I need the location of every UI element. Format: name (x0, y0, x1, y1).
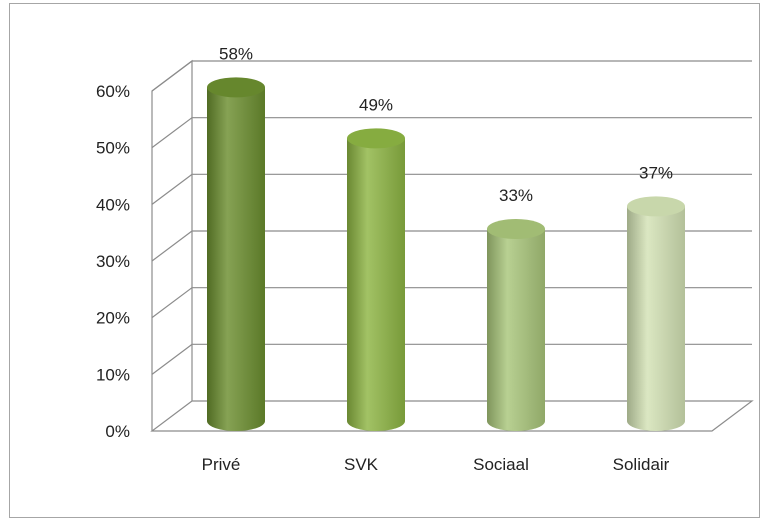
bar-body (347, 138, 405, 432)
y-tick-label: 0% (105, 422, 130, 441)
bar-body (627, 206, 685, 431)
floor (150, 400, 754, 432)
category-label: SVK (344, 455, 379, 474)
bar-top (627, 196, 685, 217)
gridline (151, 343, 752, 375)
bar-top (487, 219, 545, 239)
bar-body (487, 229, 545, 431)
data-label: 49% (359, 95, 393, 114)
gridline (151, 173, 752, 205)
bar-top (207, 77, 265, 98)
category-label: Sociaal (473, 455, 529, 474)
gridline (151, 117, 752, 149)
y-tick-label: 10% (96, 365, 130, 384)
y-tick-label: 50% (96, 139, 130, 158)
category-label: Solidair (613, 455, 670, 474)
y-tick-label: 30% (96, 252, 130, 271)
gridline (151, 287, 752, 319)
bar-prive (207, 77, 265, 431)
gridlines (151, 60, 752, 375)
data-labels: 58% 49% 33% 37% (219, 44, 673, 205)
bar-top (347, 128, 405, 149)
y-tick-label: 40% (96, 195, 130, 214)
x-axis-categories: Privé SVK Sociaal Solidair (202, 455, 670, 474)
y-tick-label: 20% (96, 309, 130, 328)
bars (207, 77, 685, 432)
bar-svk (347, 128, 405, 432)
y-axis-ticks: 0% 10% 20% 30% 40% 50% 60% (96, 82, 130, 441)
data-label: 58% (219, 44, 253, 63)
bar-body (207, 87, 265, 431)
gridline (151, 60, 752, 92)
data-label: 37% (639, 163, 673, 182)
bar-sociaal (487, 219, 545, 431)
y-tick-label: 60% (96, 82, 130, 101)
gridline (151, 230, 752, 262)
data-label: 33% (499, 186, 533, 205)
bar-solidair (627, 196, 685, 431)
category-label: Privé (202, 455, 241, 474)
